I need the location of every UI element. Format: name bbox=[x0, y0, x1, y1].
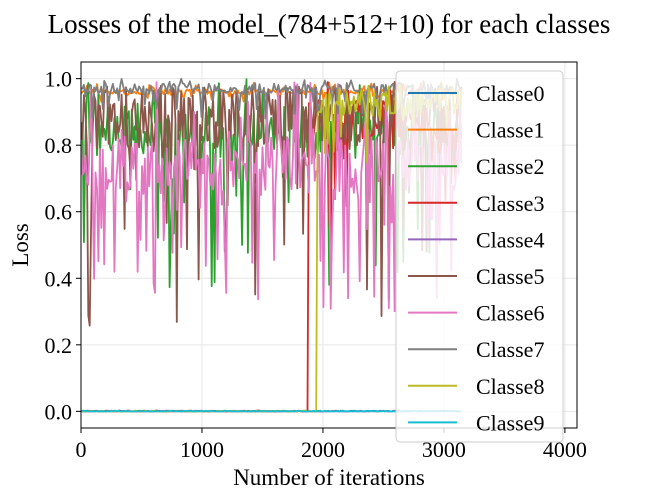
legend-label-classe4: Classe4 bbox=[476, 227, 544, 252]
y-axis-label: Loss bbox=[8, 223, 33, 267]
legend-label-classe6: Classe6 bbox=[476, 301, 544, 326]
y-tick-label: 0.8 bbox=[45, 133, 73, 158]
x-tick-label: 2000 bbox=[301, 437, 345, 462]
legend-label-classe7: Classe7 bbox=[476, 337, 544, 362]
plot-frame bbox=[80, 61, 578, 429]
legend-label-classe1: Classe1 bbox=[476, 118, 544, 143]
x-tick-label: 1000 bbox=[180, 437, 224, 462]
legend: Classe0 Classe1 Classe2 Classe3 Classe4 Class… bbox=[395, 70, 564, 443]
y-tick-label: 0.4 bbox=[45, 266, 73, 291]
legend-label-classe0: Classe0 bbox=[476, 81, 544, 106]
legend-label-classe8: Classe8 bbox=[476, 374, 544, 399]
x-axis-ticks: 0 1000 2000 3000 4000 bbox=[76, 428, 587, 462]
y-axis-ticks: 0.0 0.2 0.4 0.6 0.8 1.0 bbox=[45, 67, 81, 424]
chart-title: Losses of the model_(784+512+10) for eac… bbox=[48, 9, 611, 39]
y-tick-label: 0.0 bbox=[45, 399, 73, 424]
x-tick-label: 0 bbox=[76, 437, 87, 462]
y-tick-label: 0.2 bbox=[45, 333, 73, 358]
y-tick-label: 1.0 bbox=[45, 67, 73, 92]
x-axis-label: Number of iterations bbox=[233, 465, 425, 490]
legend-label-classe3: Classe3 bbox=[476, 191, 544, 216]
legend-label-classe9: Classe9 bbox=[476, 410, 544, 435]
y-tick-label: 0.6 bbox=[45, 200, 73, 225]
legend-label-classe2: Classe2 bbox=[476, 154, 544, 179]
legend-label-classe5: Classe5 bbox=[476, 264, 544, 289]
